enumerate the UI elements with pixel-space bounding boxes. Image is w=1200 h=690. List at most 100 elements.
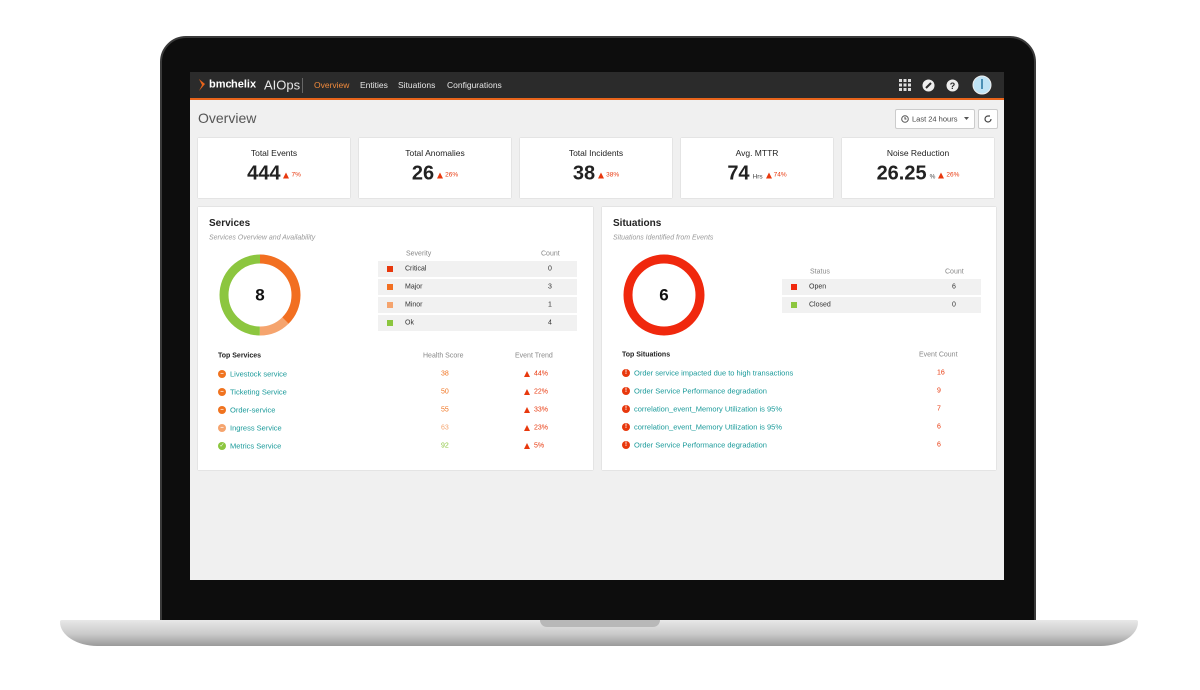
kpi-label: Total Incidents xyxy=(568,147,624,158)
kpi-unit: % xyxy=(929,173,936,180)
donut-segment xyxy=(219,254,301,336)
list-header: Top Services xyxy=(218,352,262,360)
status-count: 3 xyxy=(548,283,552,291)
list-item-link[interactable]: correlation_event_Memory Utilization is … xyxy=(634,404,782,414)
status-count: 1 xyxy=(548,301,552,309)
event-trend: 44% xyxy=(534,370,549,378)
status-count: 0 xyxy=(548,265,552,273)
trend-up-icon xyxy=(598,172,605,178)
list-header: Event Count xyxy=(919,351,958,359)
status-icon: – xyxy=(218,424,226,432)
status-icon: – xyxy=(218,406,226,414)
screen: bmc helix AIOps ? Overview Entities Situat… xyxy=(190,72,1004,580)
panel-title: Situations xyxy=(613,218,662,229)
status-icon: ! xyxy=(622,387,630,395)
user-avatar[interactable] xyxy=(972,75,994,95)
trend-up-icon xyxy=(524,443,530,449)
table-header: Count xyxy=(541,250,560,258)
kpi-change: 7% xyxy=(291,171,301,179)
kpi-value: 26 xyxy=(411,162,435,185)
situations-panel: Situations Situations Identified from Eve… xyxy=(602,207,996,470)
status-icon: ✓ xyxy=(218,442,226,450)
list-item-link[interactable]: Order service impacted due to high trans… xyxy=(634,368,794,378)
kpi-value: 38 xyxy=(572,162,596,185)
product-name: AIOps xyxy=(264,77,301,93)
list-item-link[interactable]: Order Service Performance degradation xyxy=(634,440,767,450)
donut-segment xyxy=(623,254,705,336)
table-row-bg xyxy=(378,297,577,313)
nav-tab[interactable]: Configurations xyxy=(447,79,502,90)
status-icon: ! xyxy=(622,405,630,413)
list-item-link[interactable]: Metrics Service xyxy=(230,441,282,451)
kpi-card: Avg. MTTR 74 Hrs 74% xyxy=(681,138,833,198)
nav-tab[interactable]: Situations xyxy=(398,79,436,90)
brand: helix xyxy=(231,78,257,91)
trend-up-icon xyxy=(524,371,530,377)
status-icon: ! xyxy=(622,369,630,377)
table-row-bg xyxy=(782,279,981,295)
kpi-value: 444 xyxy=(247,162,281,185)
event-count: 7 xyxy=(937,405,941,413)
divider xyxy=(302,78,303,93)
refresh-button[interactable] xyxy=(978,109,998,129)
status-count: 6 xyxy=(952,283,956,291)
nav-tab[interactable]: Overview xyxy=(314,79,350,90)
trend-up-icon xyxy=(938,172,945,178)
kpi-value: 26.25 xyxy=(876,162,927,185)
status-label: Major xyxy=(405,283,423,291)
donut-chart xyxy=(623,254,705,336)
kpi-change: 38% xyxy=(606,171,620,179)
donut-total: 8 xyxy=(255,285,265,305)
kpi-value-row: 444 7% xyxy=(198,163,350,186)
time-range-button[interactable]: Last 24 hours xyxy=(895,109,975,129)
trend-up-icon xyxy=(524,389,530,395)
kpi-card: Noise Reduction 26.25% 26% xyxy=(842,138,994,198)
health-score: 50 xyxy=(441,388,449,396)
kpi-change: 26% xyxy=(445,171,459,179)
kpi-card: Total Anomalies 26 26% xyxy=(359,138,511,198)
kpi-label: Noise Reduction xyxy=(886,147,950,158)
nav-bar: bmc helix AIOps ? Overview Entities Situat… xyxy=(190,72,1004,100)
panel-subtitle: Situations Identified from Events xyxy=(613,234,714,242)
health-score: 63 xyxy=(441,424,449,432)
kpi-label: Total Events xyxy=(250,147,298,158)
event-count: 6 xyxy=(937,423,941,431)
status-icon: ! xyxy=(622,423,630,431)
list-item-link[interactable]: Order-service xyxy=(230,405,276,415)
status-label: Minor xyxy=(405,301,423,309)
caret-icon xyxy=(964,117,969,120)
kpi-label: Total Anomalies xyxy=(405,147,465,158)
status-swatch xyxy=(387,320,393,326)
status-swatch xyxy=(387,266,393,272)
kpi-label: Avg. MTTR xyxy=(735,147,779,158)
kpi-unit: Hrs xyxy=(752,173,763,180)
help-icon[interactable]: ? xyxy=(946,79,959,92)
health-score: 38 xyxy=(441,370,449,378)
apps-icon[interactable] xyxy=(899,79,911,91)
list-item-link[interactable]: Livestock service xyxy=(230,369,288,379)
trend-up-icon xyxy=(524,425,530,431)
list-item-link[interactable]: Ingress Service xyxy=(230,423,282,433)
list-item-link[interactable]: Order Service Performance degradation xyxy=(634,386,767,396)
status-label: Critical xyxy=(405,265,427,273)
health-score: 55 xyxy=(441,406,449,414)
table-header: Count xyxy=(945,268,964,276)
status-label: Closed xyxy=(809,301,831,309)
donut-segment xyxy=(219,254,301,336)
list-item-link[interactable]: Ticketing Service xyxy=(230,387,287,397)
kpi-value-row: 26 26% xyxy=(359,163,511,186)
event-trend: 22% xyxy=(534,388,549,396)
status-icon: ! xyxy=(622,441,630,449)
page-title: Overview xyxy=(198,110,257,126)
event-count: 16 xyxy=(937,369,945,377)
list-item-link[interactable]: correlation_event_Memory Utilization is … xyxy=(634,422,782,432)
tools-icon[interactable] xyxy=(922,79,935,92)
table-row-bg xyxy=(782,297,981,313)
status-swatch xyxy=(791,284,797,290)
nav-tab[interactable]: Entities xyxy=(360,79,388,90)
status-label: Ok xyxy=(405,319,414,327)
trend-up-icon xyxy=(524,407,530,413)
